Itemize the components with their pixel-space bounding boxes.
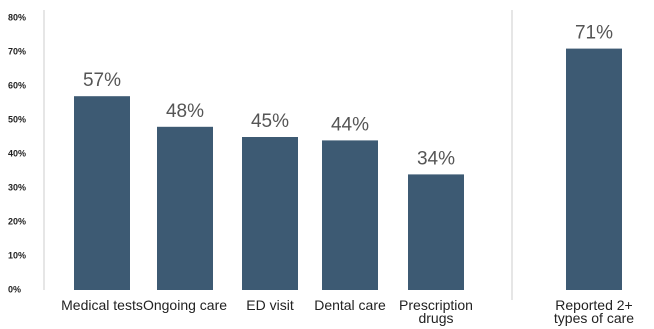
bar [322, 140, 378, 290]
x-tick-label: Dental care [314, 297, 386, 313]
y-tick-label: 80% [8, 12, 26, 22]
y-tick-label: 60% [8, 80, 26, 90]
bar [157, 126, 213, 290]
bar [566, 48, 622, 290]
x-tick-label: Reported 2+ types of care [553, 297, 635, 326]
x-tick-label: ED visit [246, 297, 294, 313]
value-label: 71% [575, 23, 613, 44]
y-tick-label: 70% [8, 46, 26, 56]
value-label: 34% [417, 148, 455, 169]
value-label: 45% [251, 111, 289, 132]
value-label: 57% [83, 70, 121, 91]
y-tick-label: 20% [8, 216, 26, 226]
value-label: 48% [166, 101, 204, 122]
x-tick-label: Ongoing care [142, 297, 228, 313]
y-tick-label: 50% [8, 114, 26, 124]
bar [242, 137, 298, 290]
x-tick-label: Medical tests [61, 297, 143, 313]
x-tick-label: Prescription drugs [399, 297, 473, 326]
y-tick-label: 10% [8, 250, 26, 260]
y-tick-label: 40% [8, 148, 26, 158]
bar [74, 96, 130, 290]
y-tick-label: 30% [8, 182, 26, 192]
bar [408, 174, 464, 290]
value-label: 44% [331, 114, 369, 135]
y-tick-label: 0% [8, 284, 21, 294]
